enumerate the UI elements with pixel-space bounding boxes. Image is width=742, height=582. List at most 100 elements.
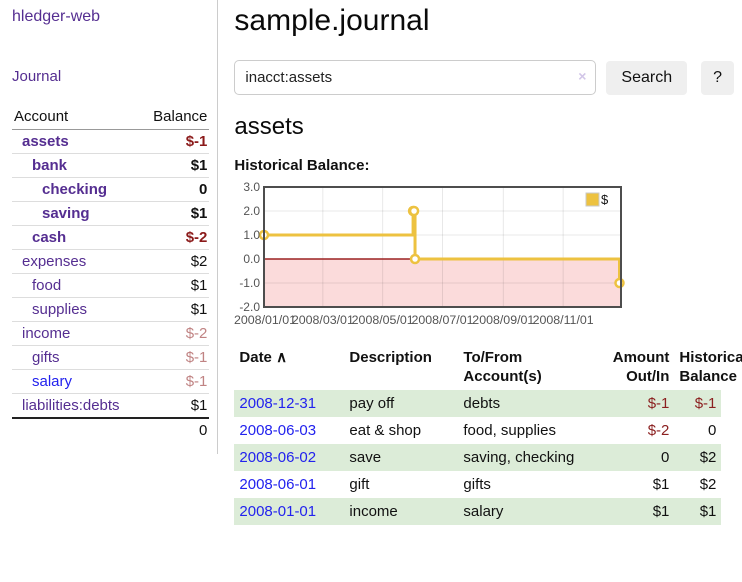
register-date-link[interactable]: 2008-06-02	[239, 449, 317, 466]
register-accounts-cell: food, supplies	[463, 422, 556, 439]
register-amount-cell: $1	[652, 503, 670, 520]
clear-search-icon[interactable]: ×	[578, 68, 587, 84]
help-button[interactable]: ?	[701, 60, 734, 95]
register-balance-cell: $2	[699, 449, 717, 466]
register-row: 2008-06-01 gift gifts $1 $2	[234, 471, 721, 498]
register-header-date-label: Date	[239, 349, 272, 366]
plot-border	[263, 186, 623, 308]
sidebar-account-row: assets $-1	[12, 130, 209, 154]
register-row: 2008-12-31 pay off debts $-1 $-1	[234, 390, 722, 417]
sidebar-item-journal[interactable]: Journal	[12, 68, 62, 85]
register-description-cell: income	[349, 503, 398, 520]
search-button[interactable]: Search	[606, 60, 688, 95]
sidebar-account-row: salary $-1	[12, 369, 210, 394]
data-point-marker	[410, 253, 421, 265]
account-balance: $1	[140, 393, 210, 418]
sidebar-account-row: expenses $2	[12, 249, 210, 274]
register-date-link[interactable]: 2008-12-31	[239, 395, 317, 412]
account-name-cell: salary	[12, 369, 141, 394]
sidebar-account-link-assets[interactable]: assets	[22, 133, 69, 150]
account-balance: $-1	[140, 345, 210, 370]
account-name-cell: income	[12, 321, 141, 346]
accounts-total-row: 0	[12, 417, 210, 442]
account-name-cell: supplies	[12, 297, 141, 322]
sidebar-account-link-liabilities-debts[interactable]: liabilities:debts	[22, 397, 120, 414]
sidebar-account-row: liabilities:debts $1	[12, 393, 210, 418]
account-name-cell: gifts	[12, 345, 141, 370]
account-balance: $1	[140, 153, 210, 178]
account-balance: 0	[140, 177, 210, 202]
register-header-date[interactable]: Date ∧	[234, 346, 344, 390]
accounts-header-balance: Balance	[140, 104, 210, 130]
account-name-cell: expenses	[12, 249, 141, 274]
register-accounts-cell: saving, checking	[463, 449, 575, 466]
sidebar-account-link-food[interactable]: food	[32, 277, 62, 294]
search-box: ×	[234, 60, 597, 95]
y-tick-label: 3.0	[244, 180, 261, 194]
sidebar-account-row: checking 0	[12, 177, 210, 202]
accounts-header-account: Account	[12, 104, 141, 130]
search-form: × Search ?	[234, 60, 734, 95]
register-table-body: 2008-12-31 pay off debts $-1 $-1 2008-06-03 ea…	[234, 390, 722, 525]
account-balance: $-1	[140, 369, 210, 394]
data-point-marker	[409, 205, 420, 217]
register-header-row: Date ∧ Description To/From Account(s) Am…	[234, 346, 742, 390]
sidebar-account-link-supplies[interactable]: supplies	[32, 301, 88, 318]
account-balance: $1	[140, 273, 210, 298]
legend-swatch	[585, 192, 600, 207]
register-header-description: Description	[349, 349, 432, 366]
register-amount-cell: $1	[652, 476, 670, 493]
register-date-link[interactable]: 2008-01-01	[239, 503, 317, 520]
app-title-link[interactable]: hledger-web	[12, 8, 101, 25]
accounts-table-header-row: Account Balance	[12, 104, 210, 130]
register-date-cell: 2008-01-01	[234, 498, 344, 525]
sidebar-account-row: saving $1	[12, 201, 210, 226]
account-name-cell: checking	[12, 177, 141, 202]
register-amount-cell: $-1	[647, 395, 670, 412]
chart-title: Historical Balance:	[234, 157, 370, 174]
sort-ascending-icon: ∧	[276, 349, 288, 366]
account-balance: $-1	[185, 133, 208, 150]
account-heading: assets	[234, 113, 304, 140]
accounts-total-spacer	[12, 417, 141, 442]
sidebar-account-link-expenses[interactable]: expenses	[22, 253, 87, 270]
register-amount-cell: 0	[661, 449, 670, 466]
sidebar-account-link-bank[interactable]: bank	[32, 157, 68, 174]
sidebar-account-link-cash[interactable]: cash	[32, 229, 67, 246]
x-tick-label: 2008/05/01	[352, 313, 414, 327]
sidebar-account-row: food $1	[12, 273, 210, 298]
historical-balance-chart: $3.0 2.0 1.0 0.0 -1.0 -2.02008/01/012008/03/0…	[234, 180, 626, 327]
register-date-link[interactable]: 2008-06-01	[239, 476, 317, 493]
register-date-cell: 2008-06-01	[234, 471, 344, 498]
negative-region	[264, 259, 622, 307]
account-balance: $1	[140, 201, 210, 226]
sidebar-account-link-income[interactable]: income	[22, 325, 71, 342]
account-balance: $-2	[140, 321, 210, 346]
x-tick-label: 2008/07/01	[412, 313, 474, 327]
register-date-cell: 2008-06-03	[234, 417, 344, 444]
register-header-accounts: To/From Account(s)	[463, 349, 542, 385]
sidebar-account-link-saving[interactable]: saving	[42, 205, 90, 222]
main-content: sample.journal × Search ? assets Histori…	[218, 0, 742, 525]
register-date-link[interactable]: 2008-06-03	[239, 422, 317, 439]
register-table: Date ∧ Description To/From Account(s) Am…	[234, 346, 742, 525]
sidebar-account-row: supplies $1	[12, 297, 210, 322]
register-date-cell: 2008-06-02	[234, 444, 344, 471]
register-row: 2008-01-01 income salary $1 $1	[234, 498, 722, 525]
y-tick-label: -1.0	[240, 276, 261, 290]
sidebar-account-link-gifts[interactable]: gifts	[32, 349, 60, 366]
y-tick-label: 0.0	[244, 252, 261, 266]
accounts-total-balance: 0	[140, 417, 210, 442]
sidebar-account-link-checking[interactable]: checking	[42, 181, 108, 198]
y-tick-label: 1.0	[244, 228, 261, 242]
register-description-cell: eat & shop	[349, 422, 422, 439]
account-balance: $-2	[140, 225, 210, 250]
register-row: 2008-06-02 save saving, checking 0 $2	[234, 444, 722, 471]
account-name-cell: liabilities:debts	[12, 393, 141, 418]
register-row: 2008-06-03 eat & shop food, supplies $-2 0	[234, 417, 721, 444]
search-input[interactable]	[234, 60, 597, 95]
y-tick-label: -2.0	[240, 300, 261, 314]
y-tick-label: 2.0	[244, 204, 261, 218]
sidebar-account-link-salary[interactable]: salary	[32, 373, 73, 390]
account-balance: $1	[140, 297, 210, 322]
